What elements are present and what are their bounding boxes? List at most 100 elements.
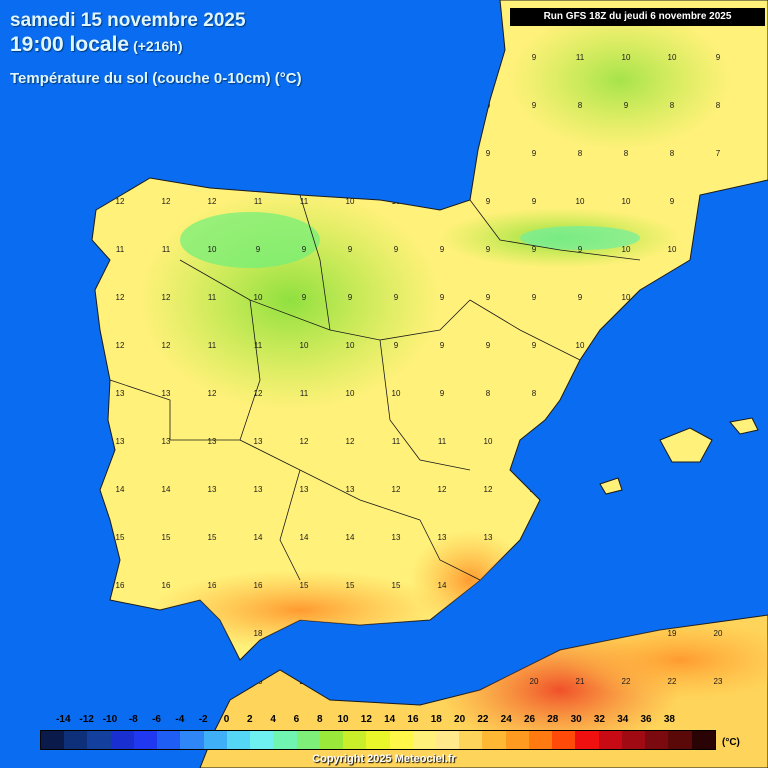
grid-value: 8 <box>578 101 583 110</box>
grid-value: 9 <box>302 293 307 302</box>
grid-value: 15 <box>208 533 217 542</box>
grid-value: 13 <box>254 149 263 158</box>
grid-value: 13 <box>162 437 171 446</box>
grid-value: 12 <box>392 485 401 494</box>
grid-value: 20 <box>530 677 539 686</box>
color-scale-swatch <box>110 731 134 749</box>
grid-value: 12 <box>162 197 171 206</box>
grid-value: 14 <box>116 485 125 494</box>
grid-value: 9 <box>394 245 399 254</box>
color-scale-label: -14 <box>56 714 71 725</box>
grid-value: 12 <box>346 149 355 158</box>
color-scale-swatch <box>133 731 158 749</box>
grid-value: 11 <box>300 197 309 206</box>
grid-value: 9 <box>440 341 445 350</box>
balearic-mallorca <box>659 427 713 463</box>
color-scale-swatch <box>389 731 413 749</box>
grid-value: 10 <box>438 101 447 110</box>
color-scale-swatch <box>598 731 622 749</box>
color-scale-label: -10 <box>102 714 118 725</box>
grid-value: 20 <box>116 677 125 686</box>
grid-value: 14 <box>254 533 263 542</box>
color-scale-label: 4 <box>270 714 276 725</box>
grid-value: 8 <box>670 149 675 158</box>
color-scale-swatch <box>459 731 483 749</box>
grid-value: 12 <box>254 389 263 398</box>
color-scale-label: -2 <box>198 714 208 725</box>
forecast-date: samedi 15 novembre 2025 <box>10 10 246 31</box>
grid-value: 13 <box>208 149 217 158</box>
grid-value: 13 <box>392 533 401 542</box>
color-scale-label: 14 <box>384 714 396 725</box>
grid-value: 10 <box>392 197 401 206</box>
grid-value: 10 <box>668 53 677 62</box>
grid-value: 9 <box>486 245 491 254</box>
color-scale-label: 0 <box>223 714 230 725</box>
grid-value: 10 <box>346 389 355 398</box>
grid-value: 18 <box>714 581 723 590</box>
grid-value: 21 <box>576 677 585 686</box>
grid-value: 9 <box>532 245 537 254</box>
color-scale-swatch <box>180 731 204 749</box>
color-scale-bar <box>40 730 716 750</box>
color-scale-labels: -14 -12 -10 -8 -6 -4 -2 0 2 4 6 8 10 12 14 16 18 20 22 24 26… <box>40 714 720 728</box>
color-scale-label: 32 <box>593 714 605 725</box>
grid-value: 10 <box>576 341 585 350</box>
run-label: Run GFS 18Z du jeudi 6 novembre 2025 <box>510 8 765 26</box>
copyright: Copyright 2025 Meteociel.fr <box>312 753 456 765</box>
grid-value: 9 <box>532 149 537 158</box>
grid-value: 12 <box>116 293 125 302</box>
grid-value: 19 <box>668 629 677 638</box>
grid-value: 10 <box>714 197 723 206</box>
color-scale-swatch <box>273 731 297 749</box>
grid-value: 10 <box>346 197 355 206</box>
color-scale-label: 18 <box>430 714 442 725</box>
grid-value: 11 <box>392 101 401 110</box>
grid-value: 17 <box>668 581 677 590</box>
grid-value: 12 <box>576 485 585 494</box>
grid-value: 15 <box>530 629 539 638</box>
grid-value: 11 <box>576 53 585 62</box>
color-scale-label: 36 <box>640 714 652 725</box>
grid-value: 10 <box>208 245 217 254</box>
grid-value: 9 <box>440 245 445 254</box>
grid-value: 11 <box>162 245 171 254</box>
grid-value: 9 <box>578 389 583 398</box>
grid-value: 9 <box>348 293 353 302</box>
grid-value: 11 <box>300 389 309 398</box>
grid-value: 22 <box>622 677 631 686</box>
grid-value: 13 <box>208 485 217 494</box>
color-scale-label: 30 <box>570 714 582 725</box>
grid-value: 14 <box>484 581 493 590</box>
grid-value: 13 <box>668 485 677 494</box>
grid-value: 15 <box>116 533 125 542</box>
grid-value: 11 <box>392 149 401 158</box>
color-scale-swatch <box>435 731 460 749</box>
grid-value: 11 <box>254 197 263 206</box>
grid-value: 11 <box>668 341 677 350</box>
grid-value: 14 <box>162 101 171 110</box>
color-scale-label: 28 <box>547 714 559 725</box>
grid-value: 14 <box>346 533 355 542</box>
grid-value: 13 <box>162 389 171 398</box>
color-scale-label: 2 <box>247 714 253 725</box>
color-scale-swatch <box>296 731 320 749</box>
grid-value: 15 <box>438 629 447 638</box>
grid-value: 13 <box>208 437 217 446</box>
grid-value: 21 <box>208 677 217 686</box>
region-borders <box>109 194 641 581</box>
grid-value: 13 <box>116 389 125 398</box>
grid-value: 15 <box>576 581 585 590</box>
grid-value: 9 <box>394 293 399 302</box>
grid-value: 12 <box>208 197 217 206</box>
grid-value: 13 <box>254 437 263 446</box>
grid-value: 10 <box>622 293 631 302</box>
color-scale-swatch <box>203 731 227 749</box>
grid-value: 10 <box>438 53 447 62</box>
grid-value: 9 <box>256 245 261 254</box>
grid-value: 12 <box>300 53 309 62</box>
grid-value: 19 <box>484 677 493 686</box>
grid-value: 15 <box>346 581 355 590</box>
grid-value: 9 <box>394 341 399 350</box>
grid-value: 12 <box>346 437 355 446</box>
